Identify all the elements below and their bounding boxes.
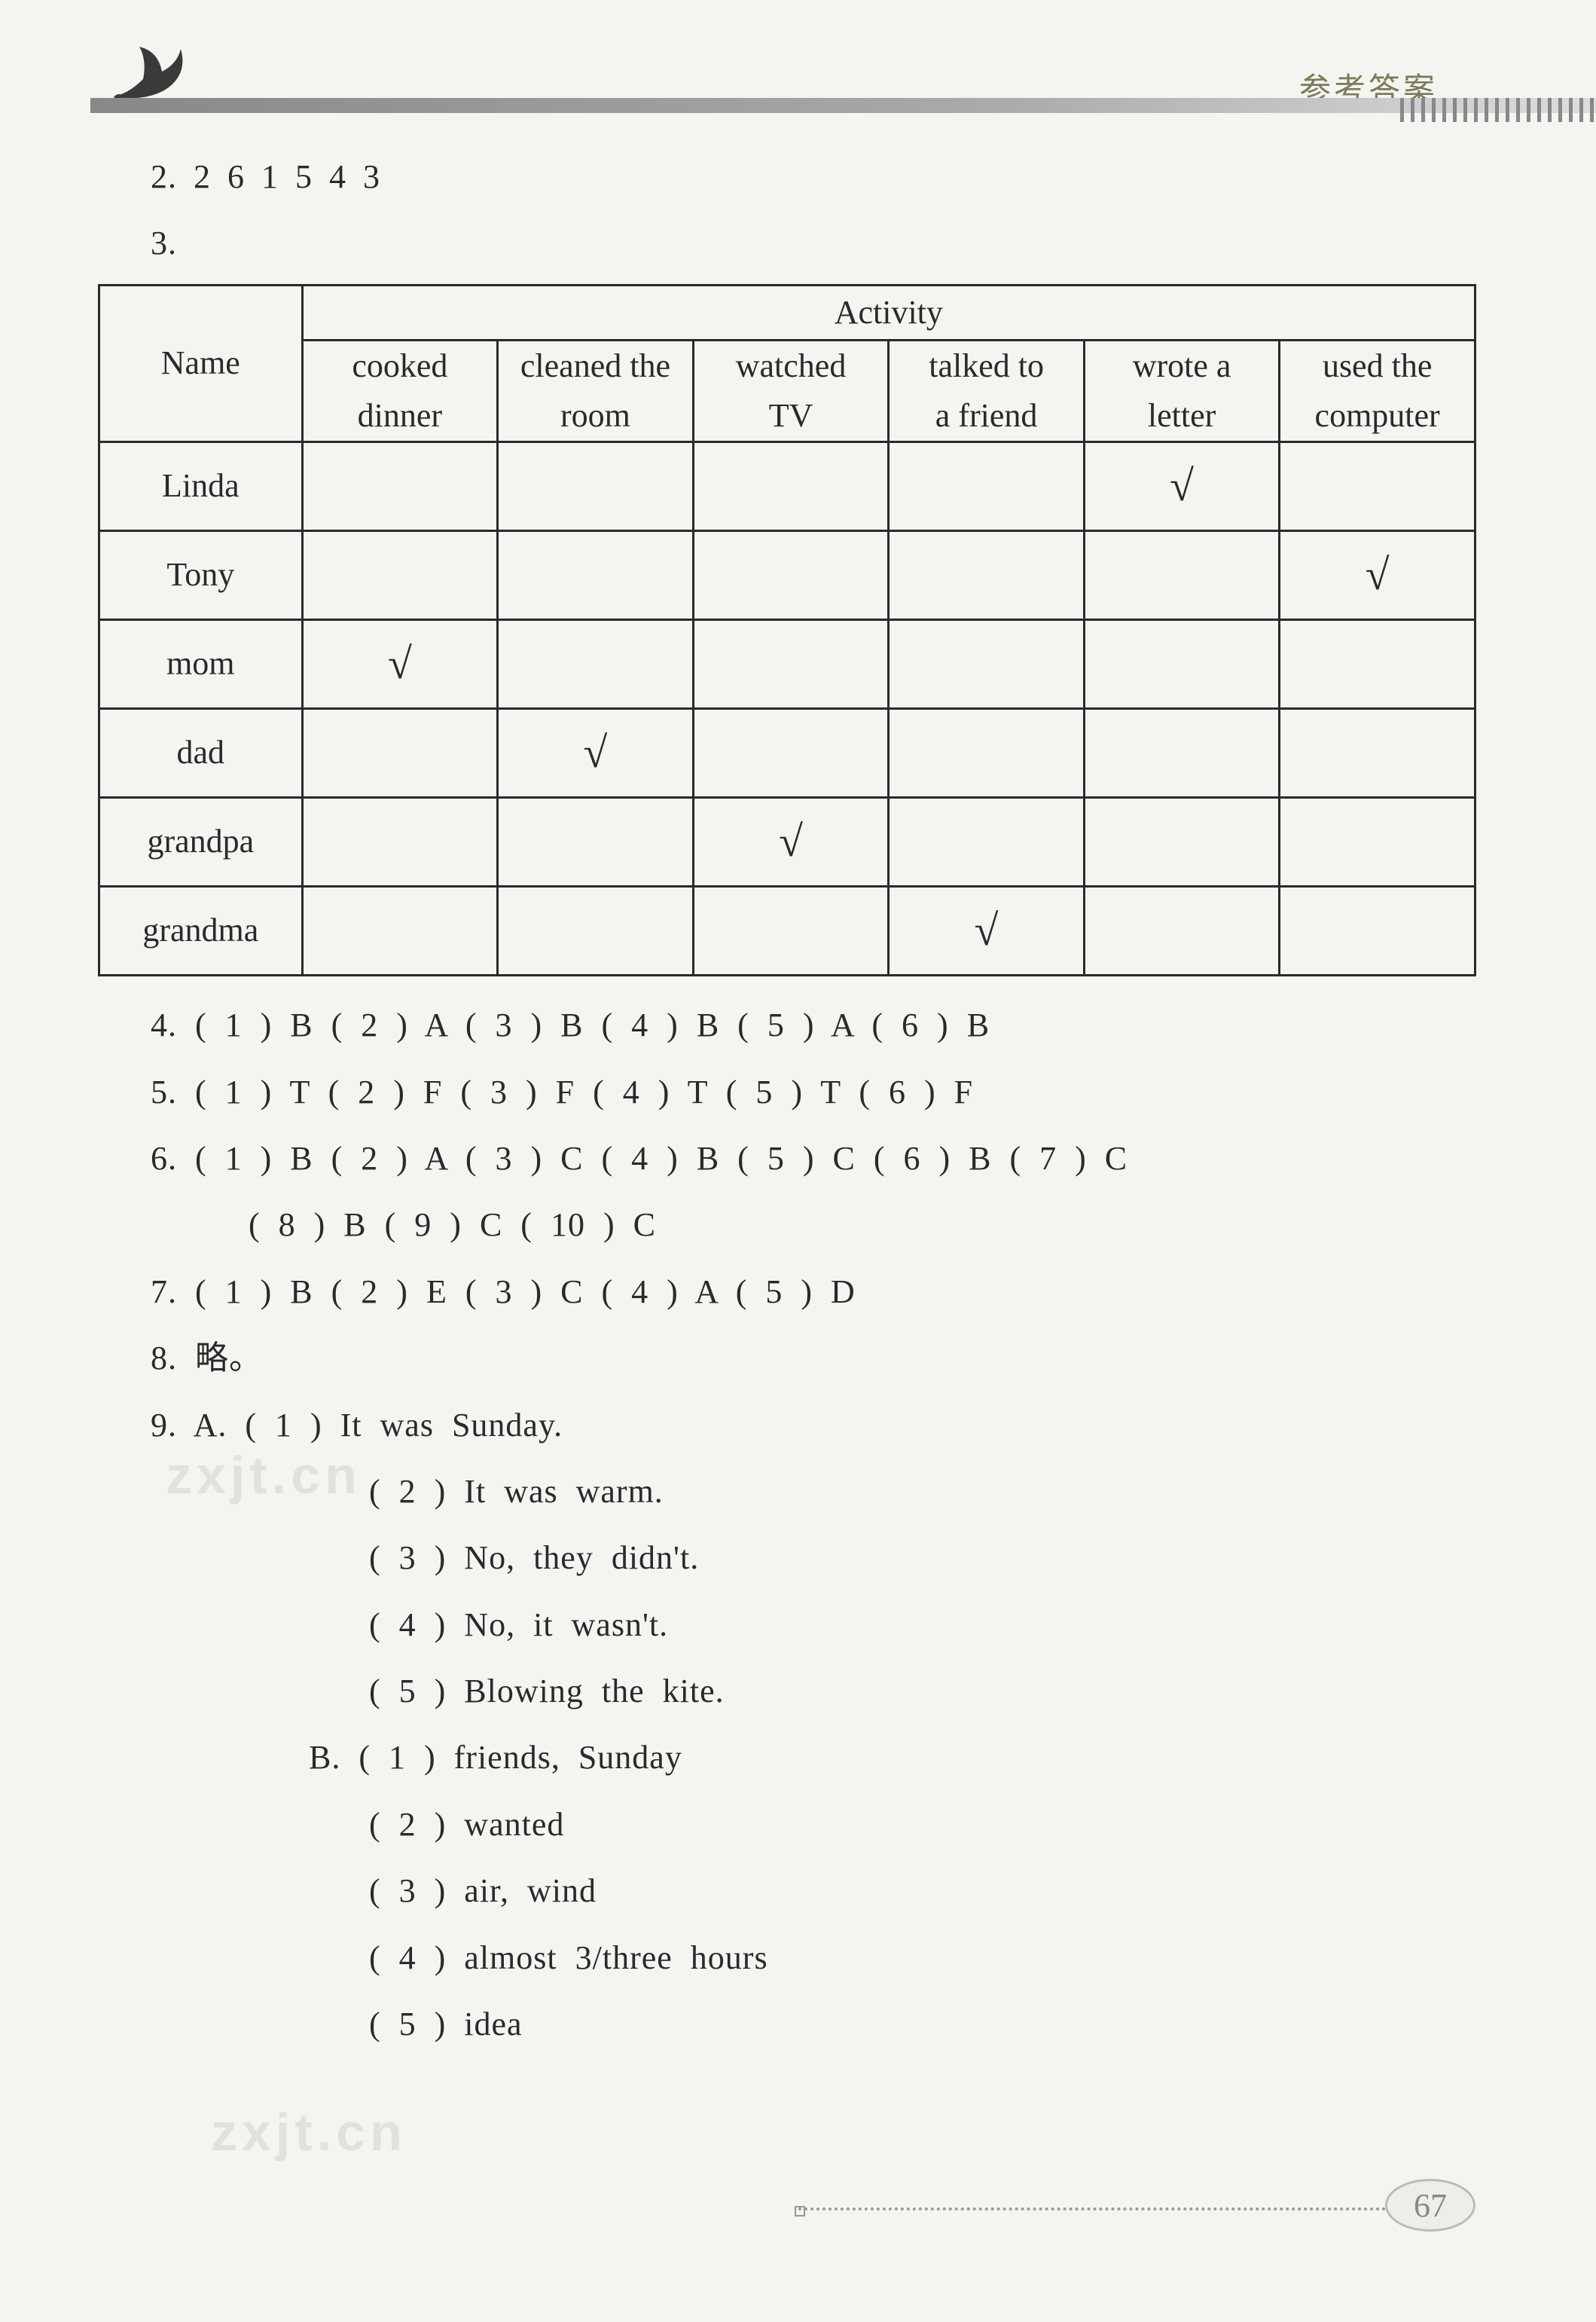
q8: 8. 略。 (98, 1332, 1498, 1385)
cell (302, 709, 498, 798)
q9A5: ( 5 ) Blowing the kite. (98, 1665, 1498, 1718)
table-row: Linda √ (99, 442, 1475, 531)
cell (1280, 709, 1475, 798)
header-band (90, 98, 1596, 113)
row-name: dad (99, 709, 303, 798)
cell: √ (889, 887, 1084, 976)
cell (1280, 442, 1475, 531)
cell (498, 442, 694, 531)
watermark-2: zxjt.cn (211, 2102, 407, 2162)
th-col-2: watchedTV (693, 341, 889, 442)
cell (693, 620, 889, 709)
row-name: mom (99, 620, 303, 709)
cell (889, 709, 1084, 798)
th-col-5: used thecomputer (1280, 341, 1475, 442)
answer-block: 4. ( 1 ) B ( 2 ) A ( 3 ) B ( 4 ) B ( 5 )… (98, 999, 1498, 2051)
th-col-4: wrote aletter (1084, 341, 1279, 442)
table-row: Tony √ (99, 531, 1475, 620)
content: 2. 2 6 1 5 4 3 3. Name Activity cookeddi… (98, 151, 1498, 2064)
footer-dots (798, 2207, 1386, 2210)
table-row: mom √ (99, 620, 1475, 709)
cell (302, 887, 498, 976)
header-stripes (1400, 98, 1596, 122)
th-col-3: talked toa friend (889, 341, 1084, 442)
page: 参考答案 2. 2 6 1 5 4 3 3. Name Activity coo… (0, 0, 1596, 2322)
cell (1084, 798, 1279, 887)
check-icon: √ (1170, 451, 1194, 521)
cell: √ (1280, 531, 1475, 620)
cell: √ (1084, 442, 1279, 531)
cell (1280, 620, 1475, 709)
q9B5: ( 5 ) idea (98, 1998, 1498, 2051)
th-name: Name (99, 285, 303, 441)
row-name: Tony (99, 531, 303, 620)
cell (498, 798, 694, 887)
table-row: grandpa √ (99, 798, 1475, 887)
cell (889, 442, 1084, 531)
cell (302, 798, 498, 887)
cell (889, 798, 1084, 887)
q6b: ( 8 ) B ( 9 ) C ( 10 ) C (98, 1199, 1498, 1251)
line-3: 3. (98, 217, 1498, 270)
cell (1084, 709, 1279, 798)
th-col-0: cookeddinner (302, 341, 498, 442)
cell (1280, 798, 1475, 887)
q9A2: ( 2 ) It was warm. (98, 1465, 1498, 1518)
check-icon: √ (975, 896, 999, 966)
cell (302, 442, 498, 531)
cell: √ (302, 620, 498, 709)
th-activity: Activity (302, 285, 1475, 340)
table-row: grandma √ (99, 887, 1475, 976)
cell (1084, 531, 1279, 620)
cell (498, 620, 694, 709)
q6a: 6. ( 1 ) B ( 2 ) A ( 3 ) C ( 4 ) B ( 5 )… (98, 1132, 1498, 1185)
cell (693, 887, 889, 976)
page-number: 67 (1385, 2179, 1475, 2232)
row-name: grandma (99, 887, 303, 976)
q5: 5. ( 1 ) T ( 2 ) F ( 3 ) F ( 4 ) T ( 5 )… (98, 1066, 1498, 1119)
q9A3: ( 3 ) No, they didn't. (98, 1532, 1498, 1584)
cell (693, 531, 889, 620)
cell: √ (693, 798, 889, 887)
check-icon: √ (1366, 540, 1390, 610)
table-row: dad √ (99, 709, 1475, 798)
cell (1084, 620, 1279, 709)
cell (498, 531, 694, 620)
row-name: Linda (99, 442, 303, 531)
check-icon: √ (388, 629, 412, 699)
cell (889, 620, 1084, 709)
check-icon: √ (584, 718, 608, 788)
cell (1280, 887, 1475, 976)
q7: 7. ( 1 ) B ( 2 ) E ( 3 ) C ( 4 ) A ( 5 )… (98, 1266, 1498, 1318)
activity-table: Name Activity cookeddinnercleaned theroo… (98, 284, 1476, 976)
q9B2: ( 2 ) wanted (98, 1798, 1498, 1851)
cell (302, 531, 498, 620)
cell (889, 531, 1084, 620)
cell: √ (498, 709, 694, 798)
cell (498, 887, 694, 976)
q9A4: ( 4 ) No, it wasn't. (98, 1599, 1498, 1651)
q9B3: ( 3 ) air, wind (98, 1865, 1498, 1917)
q9B1: B. ( 1 ) friends, Sunday (98, 1731, 1498, 1784)
cell (693, 442, 889, 531)
line-2: 2. 2 6 1 5 4 3 (98, 151, 1498, 203)
cell (693, 709, 889, 798)
q9B4: ( 4 ) almost 3/three hours (98, 1932, 1498, 1984)
q9A1: 9. A. ( 1 ) It was Sunday. (98, 1399, 1498, 1452)
cell (1084, 887, 1279, 976)
row-name: grandpa (99, 798, 303, 887)
q4: 4. ( 1 ) B ( 2 ) A ( 3 ) B ( 4 ) B ( 5 )… (98, 999, 1498, 1052)
leaf-icon (105, 38, 196, 105)
th-col-1: cleaned theroom (498, 341, 694, 442)
activity-table-wrap: Name Activity cookeddinnercleaned theroo… (98, 284, 1498, 976)
check-icon: √ (779, 807, 803, 877)
